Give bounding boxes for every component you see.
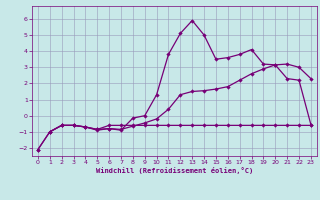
X-axis label: Windchill (Refroidissement éolien,°C): Windchill (Refroidissement éolien,°C) xyxy=(96,167,253,174)
